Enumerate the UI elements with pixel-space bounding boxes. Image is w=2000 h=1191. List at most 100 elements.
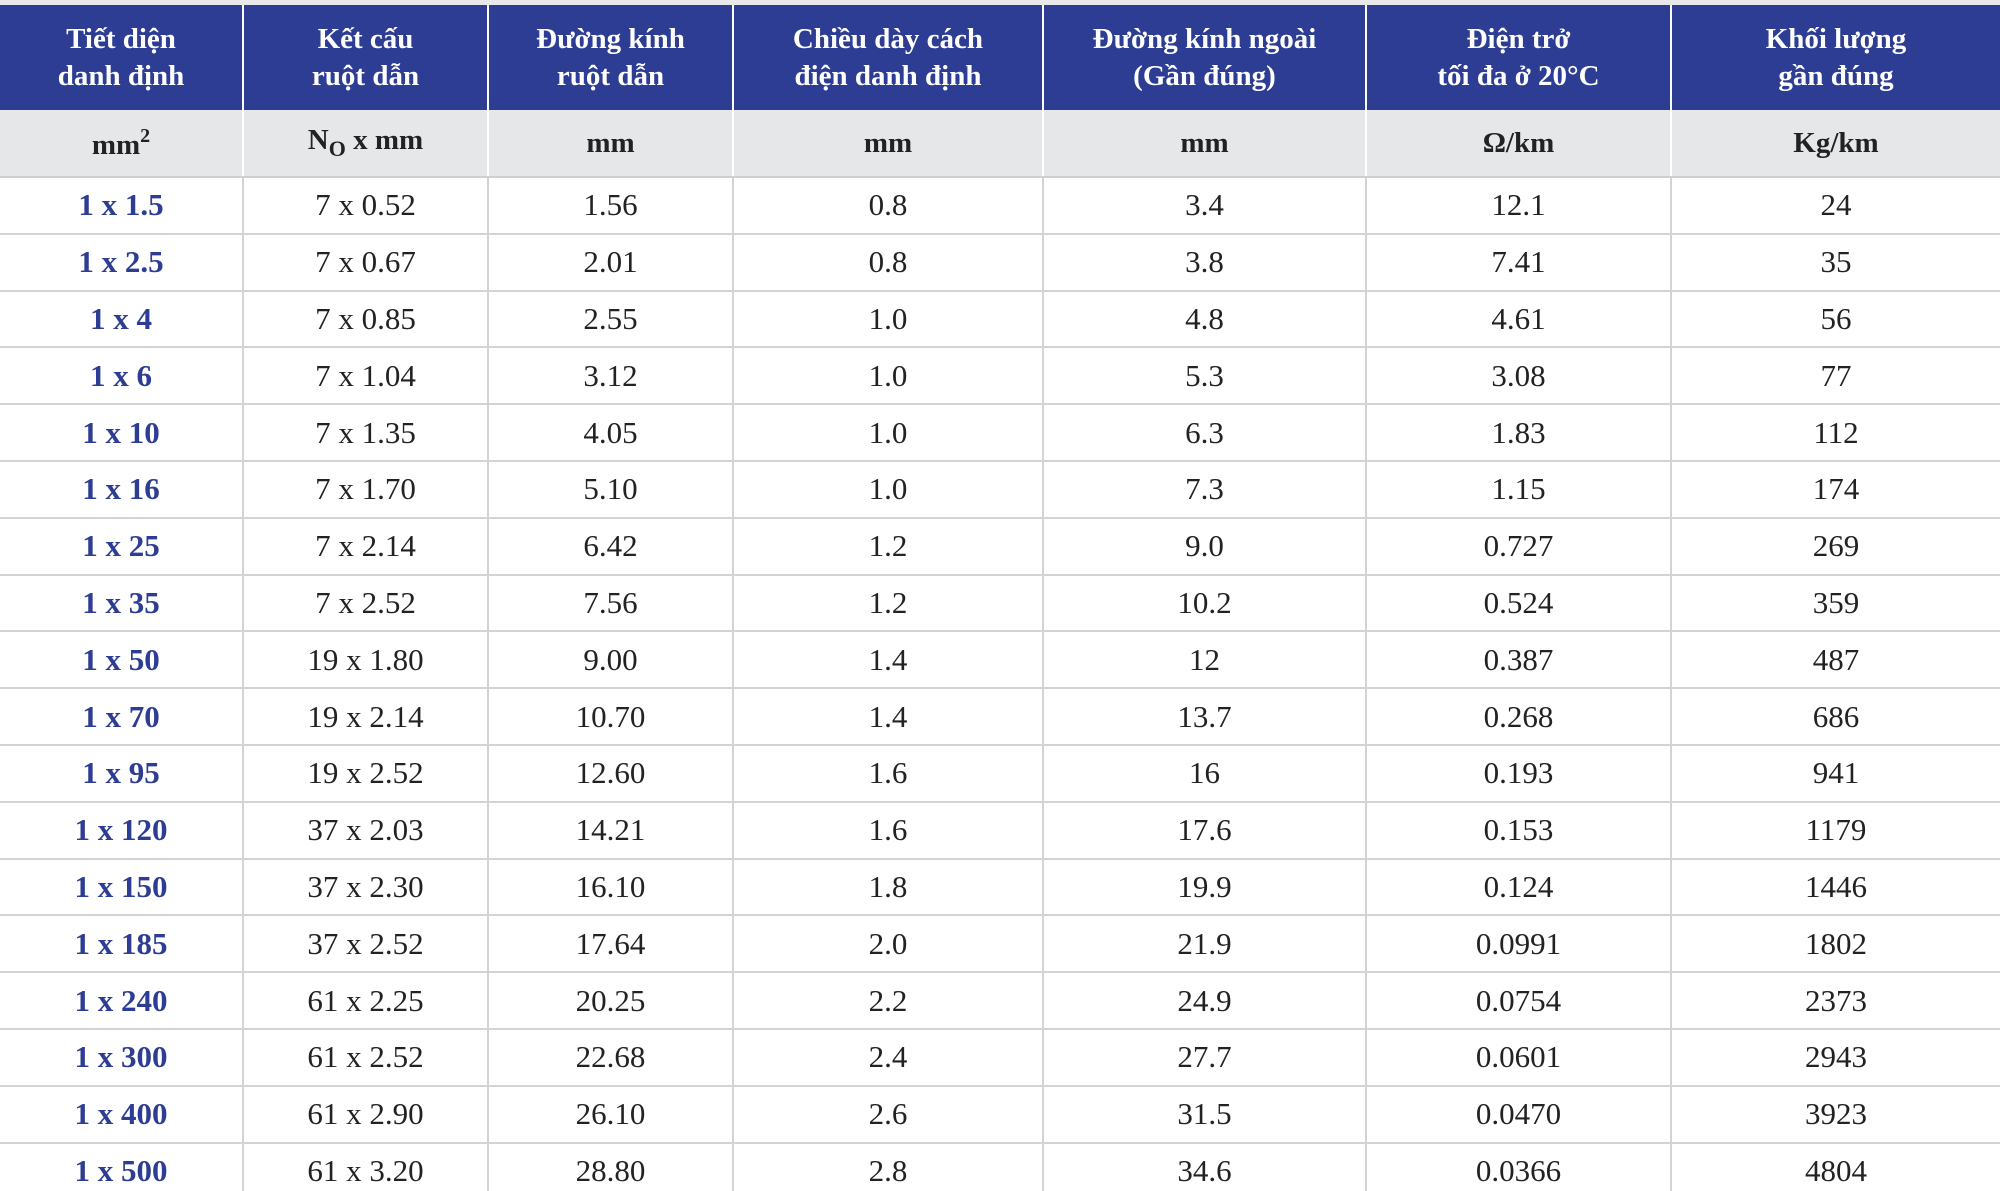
cell-nominal-section: 1 x 150 xyxy=(0,858,244,917)
cell-insulation-thickness: 2.2 xyxy=(733,972,1044,1030)
unit-mm2: mm2 xyxy=(0,110,244,178)
cell-max-resistance: 7.41 xyxy=(1366,233,1672,292)
cell-max-resistance: 0.0991 xyxy=(1366,915,1672,974)
header-line: ruột dẫn xyxy=(556,59,665,92)
cell-outer-diameter: 4.8 xyxy=(1043,290,1367,349)
cell-insulation-thickness: 1.0 xyxy=(733,347,1044,406)
cell-approx-weight: 487 xyxy=(1671,631,2000,690)
table-row: 1 x 185 37 x 2.52 17.64 2.0 21.9 0.0991 1802 xyxy=(0,915,2000,974)
header-line: Đường kính xyxy=(536,22,685,55)
cell-approx-weight: 686 xyxy=(1671,688,2000,746)
header-line: (Gần đúng) xyxy=(1133,59,1276,92)
cell-approx-weight: 112 xyxy=(1671,404,2000,462)
cell-conductor-diameter: 14.21 xyxy=(488,801,734,860)
cell-outer-diameter: 3.8 xyxy=(1043,233,1367,292)
cell-conductor-diameter: 10.70 xyxy=(488,688,734,746)
cell-approx-weight: 24 xyxy=(1671,177,2000,235)
table-row: 1 x 10 7 x 1.35 4.05 1.0 6.3 1.83 112 xyxy=(0,404,2000,462)
cell-conductor-structure: 61 x 2.90 xyxy=(243,1085,489,1144)
cell-conductor-structure: 7 x 1.70 xyxy=(243,460,489,519)
cell-outer-diameter: 5.3 xyxy=(1043,347,1367,406)
cell-conductor-diameter: 17.64 xyxy=(488,915,734,974)
cell-outer-diameter: 9.0 xyxy=(1043,517,1367,576)
cell-insulation-thickness: 1.0 xyxy=(733,460,1044,519)
cell-nominal-section: 1 x 25 xyxy=(0,517,244,576)
cell-insulation-thickness: 1.0 xyxy=(733,290,1044,349)
cell-outer-diameter: 6.3 xyxy=(1043,404,1367,462)
cell-nominal-section: 1 x 1.5 xyxy=(0,177,244,235)
table-row: 1 x 400 61 x 2.90 26.10 2.6 31.5 0.0470 3923 xyxy=(0,1085,2000,1144)
cell-outer-diameter: 10.2 xyxy=(1043,574,1367,633)
table-row: 1 x 150 37 x 2.30 16.10 1.8 19.9 0.124 1446 xyxy=(0,858,2000,917)
cell-conductor-structure: 7 x 2.14 xyxy=(243,517,489,576)
header-line: tối đa ở 20°C xyxy=(1437,59,1600,92)
unit-subscript: O xyxy=(328,136,346,161)
cell-nominal-section: 1 x 500 xyxy=(0,1142,244,1191)
cell-conductor-diameter: 1.56 xyxy=(488,177,734,235)
header-outer-diameter: Đường kính ngoài (Gần đúng) xyxy=(1043,0,1367,110)
table-row: 1 x 25 7 x 2.14 6.42 1.2 9.0 0.727 269 xyxy=(0,517,2000,576)
header-approx-weight: Khối lượng gần đúng xyxy=(1671,0,2000,110)
cell-conductor-diameter: 22.68 xyxy=(488,1028,734,1087)
unit-mm: mm xyxy=(488,110,734,178)
cell-approx-weight: 941 xyxy=(1671,744,2000,803)
cell-outer-diameter: 34.6 xyxy=(1043,1142,1367,1191)
unit-mm: mm xyxy=(1043,110,1367,178)
cell-max-resistance: 0.0470 xyxy=(1366,1085,1672,1144)
cell-outer-diameter: 17.6 xyxy=(1043,801,1367,860)
header-line: Kết cấu xyxy=(317,22,414,55)
cell-max-resistance: 3.08 xyxy=(1366,347,1672,406)
cell-nominal-section: 1 x 2.5 xyxy=(0,233,244,292)
cell-conductor-diameter: 6.42 xyxy=(488,517,734,576)
cell-conductor-diameter: 3.12 xyxy=(488,347,734,406)
cell-conductor-structure: 61 x 2.52 xyxy=(243,1028,489,1087)
cell-nominal-section: 1 x 95 xyxy=(0,744,244,803)
cell-nominal-section: 1 x 50 xyxy=(0,631,244,690)
cell-nominal-section: 1 x 240 xyxy=(0,972,244,1030)
cell-conductor-structure: 61 x 3.20 xyxy=(243,1142,489,1191)
header-line: ruột dẫn xyxy=(311,59,420,92)
cell-max-resistance: 0.153 xyxy=(1366,801,1672,860)
cell-approx-weight: 1446 xyxy=(1671,858,2000,917)
cell-insulation-thickness: 2.4 xyxy=(733,1028,1044,1087)
cell-conductor-diameter: 2.55 xyxy=(488,290,734,349)
cell-outer-diameter: 24.9 xyxy=(1043,972,1367,1030)
header-nominal-section: Tiết diện danh định xyxy=(0,0,244,110)
cell-insulation-thickness: 0.8 xyxy=(733,233,1044,292)
cell-outer-diameter: 31.5 xyxy=(1043,1085,1367,1144)
cell-outer-diameter: 13.7 xyxy=(1043,688,1367,746)
header-max-resistance: Điện trở tối đa ở 20°C xyxy=(1366,0,1672,110)
cell-conductor-structure: 61 x 2.25 xyxy=(243,972,489,1030)
unit-base: N xyxy=(307,124,329,156)
cell-max-resistance: 0.0601 xyxy=(1366,1028,1672,1087)
cell-approx-weight: 174 xyxy=(1671,460,2000,519)
cell-insulation-thickness: 2.0 xyxy=(733,915,1044,974)
cell-conductor-structure: 7 x 0.52 xyxy=(243,177,489,235)
header-insulation-thickness: Chiều dày cách điện danh định xyxy=(733,0,1044,110)
table-row: 1 x 500 61 x 3.20 28.80 2.8 34.6 0.0366 4804 xyxy=(0,1142,2000,1191)
cell-insulation-thickness: 1.4 xyxy=(733,688,1044,746)
header-conductor-diameter: Đường kính ruột dẫn xyxy=(488,0,734,110)
unit-superscript: 2 xyxy=(140,124,151,147)
cell-max-resistance: 0.0366 xyxy=(1366,1142,1672,1191)
cell-max-resistance: 1.15 xyxy=(1366,460,1672,519)
table-row: 1 x 35 7 x 2.52 7.56 1.2 10.2 0.524 359 xyxy=(0,574,2000,633)
cell-max-resistance: 12.1 xyxy=(1366,177,1672,235)
header-row: Tiết diện danh định Kết cấu ruột dẫn Đường… xyxy=(0,0,2000,110)
cell-nominal-section: 1 x 185 xyxy=(0,915,244,974)
table-row: 1 x 1.5 7 x 0.52 1.56 0.8 3.4 12.1 24 xyxy=(0,177,2000,235)
unit-no-x-mm: NO x mm xyxy=(243,110,489,178)
table-row: 1 x 95 19 x 2.52 12.60 1.6 16 0.193 941 xyxy=(0,744,2000,803)
cell-outer-diameter: 19.9 xyxy=(1043,858,1367,917)
cell-nominal-section: 1 x 70 xyxy=(0,688,244,746)
cell-max-resistance: 0.0754 xyxy=(1366,972,1672,1030)
cell-conductor-structure: 19 x 2.52 xyxy=(243,744,489,803)
unit-rest: x mm xyxy=(345,124,424,156)
cell-conductor-structure: 7 x 2.52 xyxy=(243,574,489,633)
cell-approx-weight: 4804 xyxy=(1671,1142,2000,1191)
cell-approx-weight: 77 xyxy=(1671,347,2000,406)
unit-ohm-per-km: Ω/km xyxy=(1366,110,1672,178)
cell-conductor-diameter: 4.05 xyxy=(488,404,734,462)
